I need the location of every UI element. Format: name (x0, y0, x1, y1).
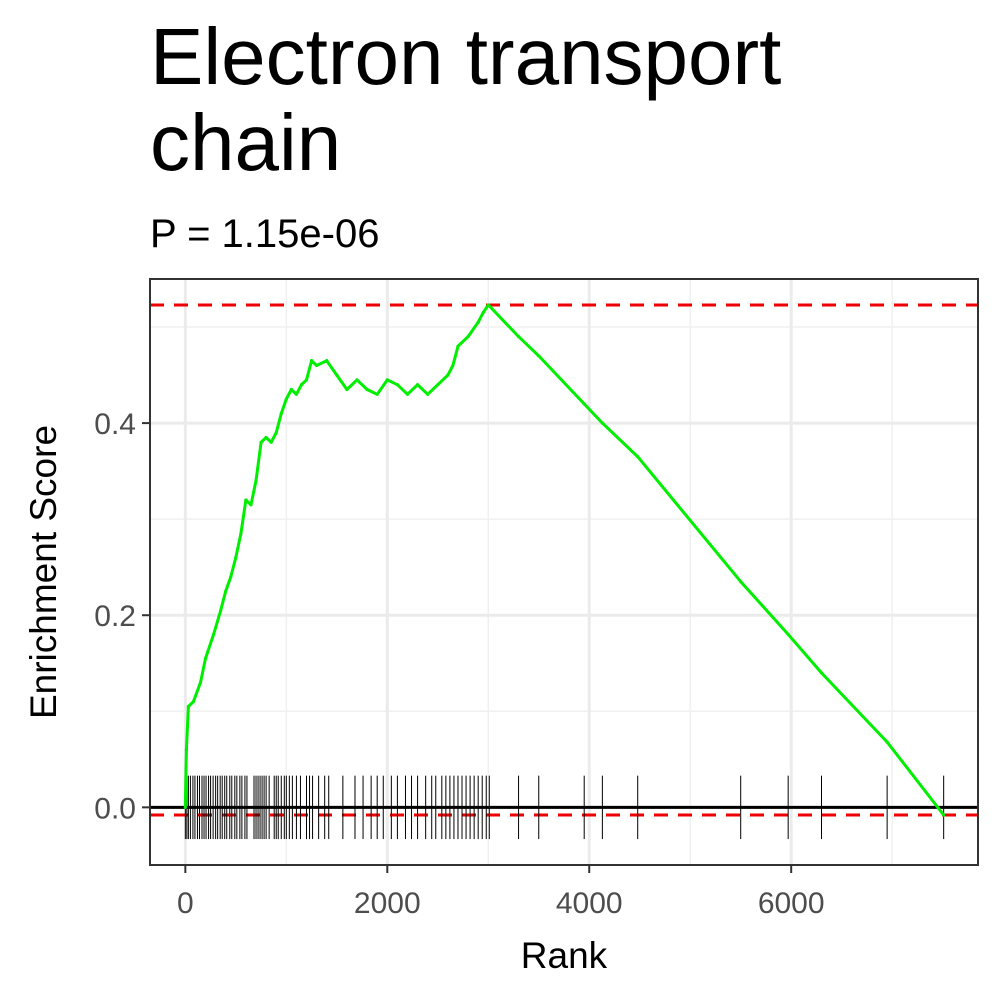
x-tick-label: 0 (177, 887, 194, 920)
enrichment-point (739, 580, 743, 584)
y-tick-label: 0.0 (94, 792, 136, 825)
enrichment-point (224, 589, 228, 593)
enrichment-point (249, 503, 253, 507)
series-group (183, 303, 946, 817)
enrichment-point (786, 632, 790, 637)
enrichment-point (239, 531, 243, 536)
enrichment-point (885, 740, 889, 744)
enrichment-point (203, 656, 208, 661)
enrichment-point (299, 383, 304, 387)
hit-ticks (184, 775, 945, 840)
plot-panel-border (149, 278, 979, 866)
enrichment-point (466, 335, 470, 339)
chart-subtitle: P = 1.15e-06 (150, 212, 380, 256)
enrichment-point (315, 363, 319, 368)
enrichment-point (264, 435, 268, 440)
enrichment-point (486, 303, 490, 307)
reference-lines (150, 303, 978, 817)
enrichment-point (446, 373, 450, 377)
enrichment-point (942, 813, 946, 817)
enrichment-point (405, 392, 410, 396)
x-axis: 0 2000 4000 6000 (177, 865, 825, 920)
enrichment-point (198, 680, 203, 685)
enrichment-point (600, 421, 604, 425)
enrichment-point (184, 748, 188, 752)
enrichment-point (476, 320, 480, 324)
enrichment-point (365, 387, 369, 392)
enrichment-point (345, 387, 349, 392)
x-tick-label: 4000 (556, 887, 623, 920)
enrichment-point (375, 392, 379, 396)
enrichment-point (304, 378, 309, 382)
enrichment-point (186, 704, 190, 709)
title-block: Electron transport chain P = 1.15e-06 (150, 14, 910, 257)
enrichment-point (191, 700, 196, 704)
enrichment-point (274, 431, 278, 435)
enrichment-point (335, 373, 339, 377)
enrichment-point (183, 805, 187, 809)
enrichment-point (254, 479, 258, 483)
enrichment-score-line (183, 303, 945, 816)
enrichment-point (481, 311, 485, 315)
enrichment-point (426, 392, 430, 396)
enrichment-point (234, 555, 238, 560)
x-tick-label: 6000 (758, 887, 825, 920)
enrichment-point (516, 335, 521, 339)
enrichment-point (385, 378, 389, 382)
enrichment-point (269, 440, 273, 444)
enrichment-point (436, 383, 440, 387)
enrichment-point (415, 383, 420, 387)
enrichment-point (294, 392, 299, 396)
enrichment-point (636, 455, 640, 459)
enrichment-point (355, 378, 359, 382)
enrichment-point (284, 397, 288, 401)
x-axis-title: Rank (521, 935, 608, 976)
enrichment-point (325, 359, 329, 363)
enrichment-point (819, 671, 824, 675)
enrichment-point (537, 354, 541, 358)
enrichment-point (456, 344, 460, 348)
enrichment-point (259, 440, 263, 444)
enrichment-point (309, 359, 314, 363)
enrichment-point (244, 498, 248, 502)
enrichment-point (451, 363, 455, 368)
enrichment-point (279, 411, 283, 416)
enrichment-point (582, 402, 586, 406)
y-tick-label: 0.4 (94, 408, 136, 441)
y-axis: 0.0 0.2 0.4 (94, 408, 150, 825)
chart-title: Electron transport chain (150, 12, 782, 187)
grid-lines (150, 279, 978, 865)
y-axis-title: Enrichment Score (23, 425, 64, 719)
enrichment-point (289, 387, 293, 392)
enrichment-point (395, 383, 399, 387)
enrichment-point (212, 632, 216, 637)
y-tick-label: 0.2 (94, 600, 136, 633)
enrichment-point (229, 575, 233, 579)
x-tick-label: 2000 (354, 887, 421, 920)
enrichment-point (219, 608, 223, 613)
